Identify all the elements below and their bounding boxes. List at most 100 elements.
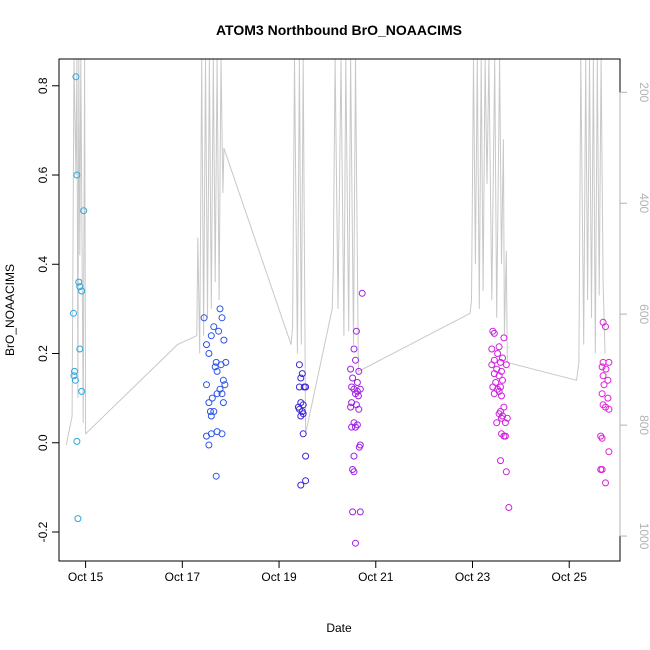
data-point [299,410,307,418]
data-point [350,468,358,476]
data-point [350,452,358,460]
y-axis: -0.2 0.0 0.2 0.4 0.6 0.8 [36,77,60,542]
right-axis: 200 400 600 800 1000 [619,82,650,550]
altitude-trace-layer [65,59,606,446]
data-point [355,405,363,413]
data-point [348,383,356,391]
data-point [352,423,359,431]
data-point [347,403,355,411]
data-point [221,381,229,389]
data-point [299,401,307,409]
data-point [347,365,355,373]
data-point [216,385,224,393]
data-point [72,73,80,81]
data-point [302,383,310,391]
data-point [352,327,360,335]
data-point [297,481,305,489]
data-points-layer [70,73,613,547]
data-point [498,392,505,400]
data-point [602,479,609,487]
data-point [358,289,366,297]
data-point [76,345,84,353]
chart-title: ATOM3 Northbound BrO_NOAACIMS [216,22,462,38]
x-tick-label: Oct 19 [261,570,297,584]
data-point [355,443,363,451]
data-point [80,207,88,215]
data-point [353,379,361,386]
data-point [352,539,359,547]
y-tick-label: 0.4 [36,256,50,273]
data-point [352,356,359,364]
data-point [210,323,218,331]
data-point [497,358,504,366]
data-point [599,401,607,409]
data-point [502,361,510,369]
data-point [78,387,86,395]
data-point [488,345,496,353]
data-point [354,392,362,400]
data-point [602,323,609,331]
data-point [348,423,356,431]
data-point [505,504,513,511]
data-point [500,403,508,411]
x-axis: Oct 15 Oct 17 Oct 19 Oct 21 Oct 23 Oct 25 [68,560,587,584]
right-tick-label: 600 [637,304,650,324]
data-point [78,287,86,295]
x-tick-label: Oct 23 [455,570,491,584]
right-tick-label: 800 [637,415,650,435]
data-point [355,367,363,375]
data-point [70,372,78,380]
data-point [207,412,215,420]
altitude-trace-line [65,59,606,446]
y-tick-label: 0.2 [36,345,50,362]
data-point [211,363,219,371]
data-point [203,341,210,349]
data-point [353,387,361,395]
data-point [73,437,81,445]
data-point [200,314,208,322]
data-point [218,390,226,398]
data-point [219,399,227,407]
x-tick-label: Oct 17 [165,570,201,584]
data-point [297,399,305,407]
data-point [356,508,364,516]
data-point [604,376,612,384]
data-point [598,466,606,473]
data-point [605,405,613,413]
data-point [217,361,225,369]
y-tick-label: -0.2 [36,521,50,542]
data-point [490,390,498,398]
data-point [71,376,79,384]
data-point [498,430,505,438]
data-point [600,381,608,389]
data-point [350,345,358,353]
data-point [216,305,224,313]
data-point [208,394,216,402]
x-axis-label: Date [326,621,352,635]
data-point [71,367,78,375]
data-point [349,374,357,382]
data-point [219,376,227,384]
data-point [349,508,357,516]
data-point [490,329,498,337]
data-point [599,372,607,380]
data-point [298,370,306,378]
y-tick-label: 0.6 [36,166,50,183]
right-tick-label: 200 [637,82,650,102]
data-point [500,334,508,342]
data-point [598,363,606,371]
data-point [297,374,305,382]
data-point [501,419,509,427]
data-point [205,441,213,449]
data-point [205,350,213,357]
data-point [75,278,83,286]
data-point [495,343,503,351]
y-tick-label: 0.8 [36,77,50,94]
data-point [501,432,509,440]
data-point [302,452,310,460]
data-point [295,361,303,369]
data-point [207,332,215,340]
data-point [74,515,82,523]
data-point [598,434,606,442]
y-tick-label: 0.0 [36,434,50,451]
